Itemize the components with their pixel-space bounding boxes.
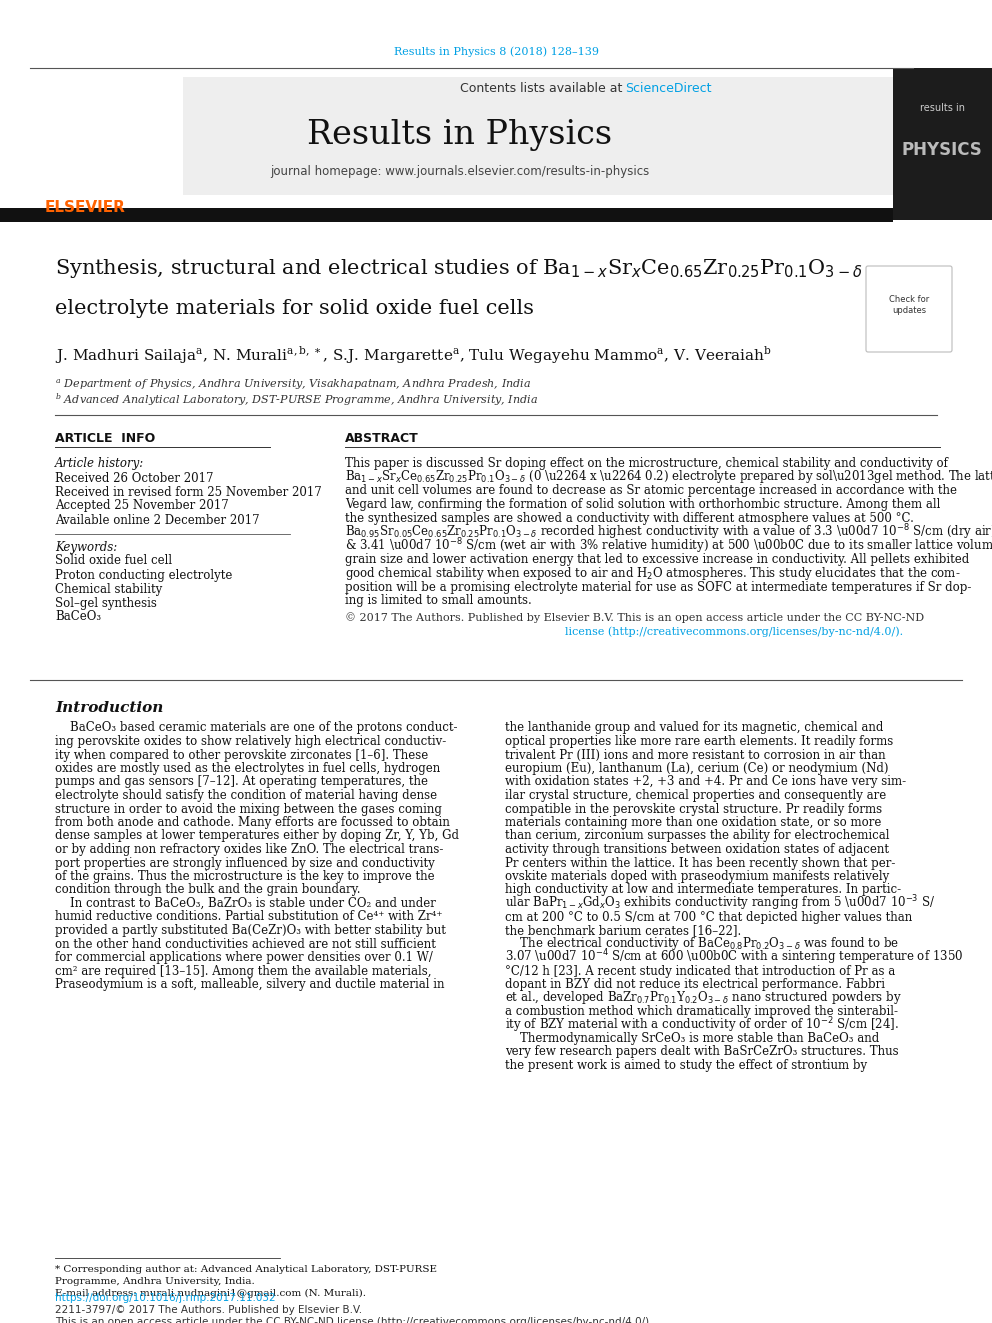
Text: ELSEVIER: ELSEVIER: [45, 201, 125, 216]
Text: provided a partly substituted Ba(CeZr)O₃ with better stability but: provided a partly substituted Ba(CeZr)O₃…: [55, 923, 445, 937]
Text: dense samples at lower temperatures either by doping Zr, Y, Yb, Gd: dense samples at lower temperatures eith…: [55, 830, 459, 843]
FancyBboxPatch shape: [28, 77, 893, 194]
Text: very few research papers dealt with BaSrCeZrO₃ structures. Thus: very few research papers dealt with BaSr…: [505, 1045, 899, 1058]
Text: the present work is aimed to study the effect of strontium by: the present work is aimed to study the e…: [505, 1058, 867, 1072]
Text: ScienceDirect: ScienceDirect: [625, 82, 711, 94]
Text: BaCeO₃: BaCeO₃: [55, 610, 101, 623]
Text: ABSTRACT: ABSTRACT: [345, 431, 419, 445]
Text: Solid oxide fuel cell: Solid oxide fuel cell: [55, 554, 173, 568]
Text: °C/12 h [23]. A recent study indicated that introduction of Pr as a: °C/12 h [23]. A recent study indicated t…: [505, 964, 895, 978]
Text: high conductivity at low and intermediate temperatures. In partic-: high conductivity at low and intermediat…: [505, 884, 901, 897]
Text: Contents lists available at: Contents lists available at: [460, 82, 626, 94]
Text: $^{\mathregular{b}}$ Advanced Analytical Laboratory, DST-PURSE Programme, Andhra: $^{\mathregular{b}}$ Advanced Analytical…: [55, 392, 538, 409]
Text: 2211-3797/© 2017 The Authors. Published by Elsevier B.V.: 2211-3797/© 2017 The Authors. Published …: [55, 1304, 362, 1315]
Text: * Corresponding author at: Advanced Analytical Laboratory, DST-PURSE: * Corresponding author at: Advanced Anal…: [55, 1265, 437, 1274]
Text: Vegard law, confirming the formation of solid solution with orthorhombic structu: Vegard law, confirming the formation of …: [345, 497, 940, 511]
Text: than cerium, zirconium surpasses the ability for electrochemical: than cerium, zirconium surpasses the abi…: [505, 830, 890, 843]
Text: Synthesis, structural and electrical studies of Ba$_{1-x}$Sr$_x$Ce$_{0.65}$Zr$_{: Synthesis, structural and electrical stu…: [55, 257, 862, 279]
Text: ing perovskite oxides to show relatively high electrical conductiv-: ing perovskite oxides to show relatively…: [55, 736, 446, 747]
Text: ilar crystal structure, chemical properties and consequently are: ilar crystal structure, chemical propert…: [505, 789, 886, 802]
Text: Thermodynamically SrCeO₃ is more stable than BaCeO₃ and: Thermodynamically SrCeO₃ is more stable …: [505, 1032, 879, 1045]
Text: and unit cell volumes are found to decrease as Sr atomic percentage increased in: and unit cell volumes are found to decre…: [345, 484, 957, 497]
Text: ular BaPr$_{1-x}$Gd$_x$O$_3$ exhibits conductivity ranging from 5 \u00d7 10$^{-3: ular BaPr$_{1-x}$Gd$_x$O$_3$ exhibits co…: [505, 894, 935, 913]
Text: Check for
updates: Check for updates: [889, 295, 930, 315]
Text: ing is limited to small amounts.: ing is limited to small amounts.: [345, 594, 532, 607]
Text: ARTICLE  INFO: ARTICLE INFO: [55, 431, 156, 445]
Text: Results in Physics 8 (2018) 128–139: Results in Physics 8 (2018) 128–139: [394, 46, 598, 57]
Text: ity when compared to other perovskite zirconates [1–6]. These: ity when compared to other perovskite zi…: [55, 749, 429, 762]
Text: 3.07 \u00d7 10$^{-4}$ S/cm at 600 \u00b0C with a sintering temperature of 1350: 3.07 \u00d7 10$^{-4}$ S/cm at 600 \u00b0…: [505, 947, 963, 967]
Text: In contrast to BaCeO₃, BaZrO₃ is stable under CO₂ and under: In contrast to BaCeO₃, BaZrO₃ is stable …: [55, 897, 435, 910]
Text: the lanthanide group and valued for its magnetic, chemical and: the lanthanide group and valued for its …: [505, 721, 883, 734]
Text: cm² are required [13–15]. Among them the available materials,: cm² are required [13–15]. Among them the…: [55, 964, 432, 978]
Text: https://doi.org/10.1016/j.rinp.2017.11.032: https://doi.org/10.1016/j.rinp.2017.11.0…: [55, 1293, 276, 1303]
Text: Results in Physics: Results in Physics: [308, 119, 613, 151]
Text: license (http://creativecommons.org/licenses/by-nc-nd/4.0/).: license (http://creativecommons.org/lice…: [565, 627, 903, 638]
Text: Programme, Andhra University, India.: Programme, Andhra University, India.: [55, 1277, 255, 1286]
Text: Sol–gel synthesis: Sol–gel synthesis: [55, 597, 157, 610]
Text: Accepted 25 November 2017: Accepted 25 November 2017: [55, 500, 229, 512]
Text: J. Madhuri Sailaja$^{\mathregular{a}}$, N. Murali$^{\mathregular{a,b,\ast}}$, S.: J. Madhuri Sailaja$^{\mathregular{a}}$, …: [55, 344, 772, 365]
Text: $^{\mathregular{a}}$ Department of Physics, Andhra University, Visakhapatnam, An: $^{\mathregular{a}}$ Department of Physi…: [55, 378, 531, 392]
Text: © 2017 The Authors. Published by Elsevier B.V. This is an open access article un: © 2017 The Authors. Published by Elsevie…: [345, 613, 925, 623]
Text: the synthesized samples are showed a conductivity with different atmosphere valu: the synthesized samples are showed a con…: [345, 512, 914, 525]
Text: cm at 200 °C to 0.5 S/cm at 700 °C that depicted higher values than: cm at 200 °C to 0.5 S/cm at 700 °C that …: [505, 910, 913, 923]
Text: This paper is discussed Sr doping effect on the microstructure, chemical stabili: This paper is discussed Sr doping effect…: [345, 456, 948, 470]
Text: trivalent Pr (III) ions and more resistant to corrosion in air than: trivalent Pr (III) ions and more resista…: [505, 749, 886, 762]
Text: structure in order to avoid the mixing between the gases coming: structure in order to avoid the mixing b…: [55, 803, 441, 815]
Text: the benchmark barium cerates [16–22].: the benchmark barium cerates [16–22].: [505, 923, 741, 937]
Text: This is an open access article under the CC BY-NC-ND license (http://creativecom: This is an open access article under the…: [55, 1316, 653, 1323]
Text: for commercial applications where power densities over 0.1 W/: for commercial applications where power …: [55, 951, 433, 964]
Text: Proton conducting electrolyte: Proton conducting electrolyte: [55, 569, 232, 582]
Text: oxides are mostly used as the electrolytes in fuel cells, hydrogen: oxides are mostly used as the electrolyt…: [55, 762, 440, 775]
Text: Received 26 October 2017: Received 26 October 2017: [55, 471, 213, 484]
Text: or by adding non refractory oxides like ZnO. The electrical trans-: or by adding non refractory oxides like …: [55, 843, 443, 856]
FancyBboxPatch shape: [893, 67, 992, 220]
Text: from both anode and cathode. Many efforts are focussed to obtain: from both anode and cathode. Many effort…: [55, 816, 450, 830]
Text: electrolyte materials for solid oxide fuel cells: electrolyte materials for solid oxide fu…: [55, 299, 534, 318]
Text: ovskite materials doped with praseodymium manifests relatively: ovskite materials doped with praseodymiu…: [505, 871, 889, 882]
Text: et al., developed BaZr$_{0.7}$Pr$_{0.1}$Y$_{0.2}$O$_{3-\delta}$ nano structured : et al., developed BaZr$_{0.7}$Pr$_{0.1}$…: [505, 990, 902, 1007]
Text: Available online 2 December 2017: Available online 2 December 2017: [55, 513, 260, 527]
Text: results in: results in: [920, 103, 964, 112]
Text: humid reductive conditions. Partial substitution of Ce⁴⁺ with Zr⁴⁺: humid reductive conditions. Partial subs…: [55, 910, 442, 923]
Text: good chemical stability when exposed to air and H$_2$O atmospheres. This study e: good chemical stability when exposed to …: [345, 565, 960, 582]
Text: Keywords:: Keywords:: [55, 541, 117, 553]
Text: port properties are strongly influenced by size and conductivity: port properties are strongly influenced …: [55, 856, 434, 869]
Text: Pr centers within the lattice. It has been recently shown that per-: Pr centers within the lattice. It has be…: [505, 856, 896, 869]
Text: a combustion method which dramatically improved the sinterabil-: a combustion method which dramatically i…: [505, 1005, 898, 1017]
Text: europium (Eu), lanthanum (La), cerium (Ce) or neodymium (Nd): europium (Eu), lanthanum (La), cerium (C…: [505, 762, 889, 775]
FancyBboxPatch shape: [0, 208, 893, 222]
Text: optical properties like more rare earth elements. It readily forms: optical properties like more rare earth …: [505, 736, 893, 747]
Text: grain size and lower activation energy that led to excessive increase in conduct: grain size and lower activation energy t…: [345, 553, 969, 566]
Text: condition through the bulk and the grain boundary.: condition through the bulk and the grain…: [55, 884, 360, 897]
Text: electrolyte should satisfy the condition of material having dense: electrolyte should satisfy the condition…: [55, 789, 437, 802]
Text: journal homepage: www.journals.elsevier.com/results-in-physics: journal homepage: www.journals.elsevier.…: [271, 165, 650, 179]
Text: Introduction: Introduction: [55, 701, 164, 714]
Text: ity of BZY material with a conductivity of order of 10$^{-2}$ S/cm [24].: ity of BZY material with a conductivity …: [505, 1015, 899, 1035]
Text: compatible in the perovskite crystal structure. Pr readily forms: compatible in the perovskite crystal str…: [505, 803, 882, 815]
Text: Ba$_{1-x}$Sr$_x$Ce$_{0.65}$Zr$_{0.25}$Pr$_{0.1}$O$_{3-\delta}$ (0 \u2264 x \u226: Ba$_{1-x}$Sr$_x$Ce$_{0.65}$Zr$_{0.25}$Pr…: [345, 468, 992, 486]
FancyBboxPatch shape: [28, 77, 183, 194]
Text: BaCeO₃ based ceramic materials are one of the protons conduct-: BaCeO₃ based ceramic materials are one o…: [55, 721, 457, 734]
FancyBboxPatch shape: [866, 266, 952, 352]
Text: PHYSICS: PHYSICS: [902, 142, 982, 159]
Text: Chemical stability: Chemical stability: [55, 582, 163, 595]
Text: on the other hand conductivities achieved are not still sufficient: on the other hand conductivities achieve…: [55, 938, 435, 950]
Text: position will be a promising electrolyte material for use as SOFC at intermediat: position will be a promising electrolyte…: [345, 581, 971, 594]
Text: Ba$_{0.95}$Sr$_{0.05}$Ce$_{0.65}$Zr$_{0.25}$Pr$_{0.1}$O$_{3-\delta}$ recorded hi: Ba$_{0.95}$Sr$_{0.05}$Ce$_{0.65}$Zr$_{0.…: [345, 523, 992, 542]
Text: pumps and gas sensors [7–12]. At operating temperatures, the: pumps and gas sensors [7–12]. At operati…: [55, 775, 428, 789]
Text: E-mail address: murali.nudnagini1@gmail.com (N. Murali).: E-mail address: murali.nudnagini1@gmail.…: [55, 1289, 366, 1298]
Text: activity through transitions between oxidation states of adjacent: activity through transitions between oxi…: [505, 843, 889, 856]
Text: materials containing more than one oxidation state, or so more: materials containing more than one oxida…: [505, 816, 881, 830]
Text: with oxidation states +2, +3 and +4. Pr and Ce ions have very sim-: with oxidation states +2, +3 and +4. Pr …: [505, 775, 906, 789]
Text: The electrical conductivity of BaCe$_{0.8}$Pr$_{0.2}$O$_{3-\delta}$ was found to: The electrical conductivity of BaCe$_{0.…: [505, 935, 900, 953]
Text: Article history:: Article history:: [55, 456, 144, 470]
Text: dopant in BZY did not reduce its electrical performance. Fabbri: dopant in BZY did not reduce its electri…: [505, 978, 885, 991]
Text: & 3.41 \u00d7 10$^{-8}$ S/cm (wet air with 3% relative humidity) at 500 \u00b0C : & 3.41 \u00d7 10$^{-8}$ S/cm (wet air wi…: [345, 536, 992, 556]
Text: of the grains. Thus the microstructure is the key to improve the: of the grains. Thus the microstructure i…: [55, 871, 434, 882]
Text: Received in revised form 25 November 2017: Received in revised form 25 November 201…: [55, 486, 321, 499]
Text: Praseodymium is a soft, malleable, silvery and ductile material in: Praseodymium is a soft, malleable, silve…: [55, 978, 444, 991]
